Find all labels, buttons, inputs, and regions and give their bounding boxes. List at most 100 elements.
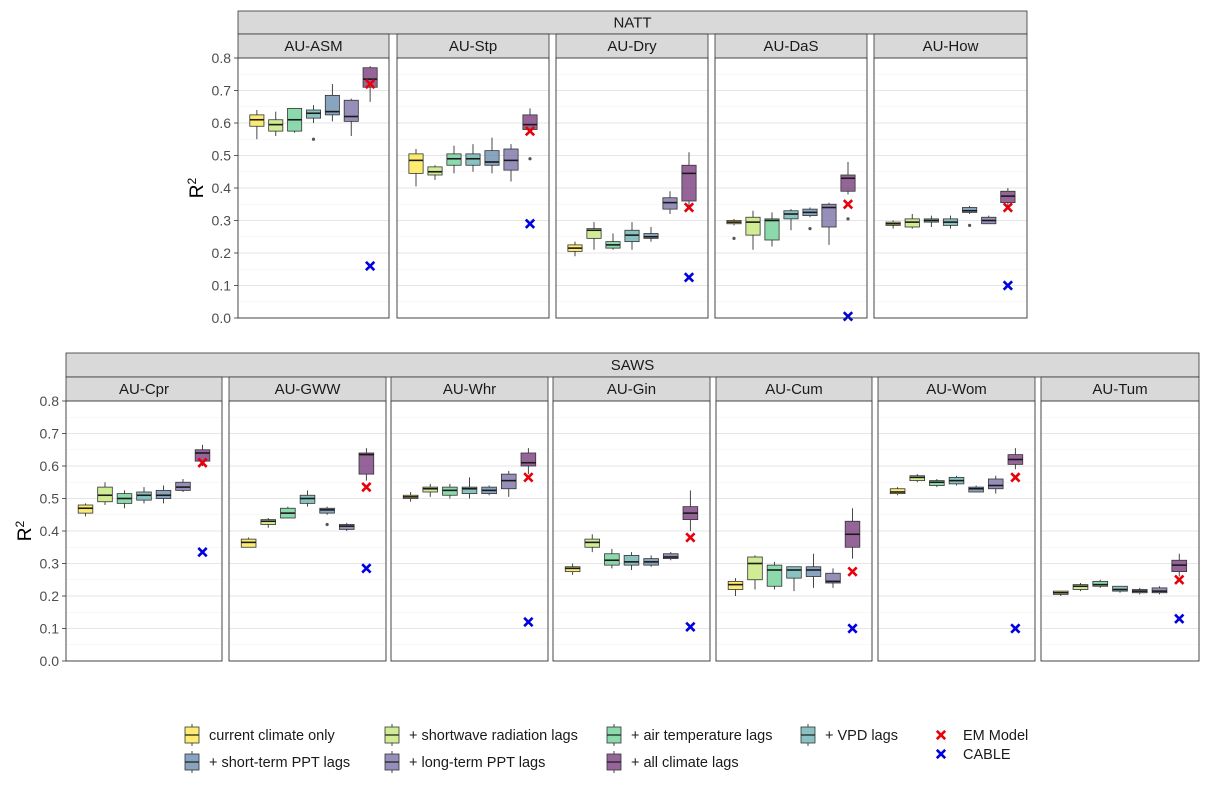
panel-border	[555, 57, 709, 319]
site-strip-label: AU-Wom	[926, 381, 987, 398]
y-axis-title-text: R	[15, 527, 36, 541]
box-iqr	[662, 197, 678, 210]
site-strip	[1040, 376, 1200, 402]
box-iqr	[564, 566, 581, 573]
y-tick-label: 0.3	[40, 556, 60, 572]
box-iqr	[889, 488, 906, 495]
panel-border	[877, 400, 1036, 662]
y-tick-label: 0.3	[212, 213, 232, 229]
box-iqr	[194, 449, 211, 462]
legend-marker-icon	[935, 729, 947, 741]
box-iqr	[909, 475, 926, 482]
site-strip-label: AU-Cum	[765, 381, 823, 398]
box-outlier	[846, 217, 850, 221]
site-strip	[552, 376, 711, 402]
em-model-marker	[1010, 472, 1021, 483]
group-strip-label: SAWS	[611, 357, 655, 374]
site-strip-label: AU-DaS	[763, 38, 818, 55]
site-strip-label: AU-Gin	[607, 381, 656, 398]
box-iqr	[840, 174, 856, 192]
legend-marker-icon	[935, 748, 947, 760]
em-model-marker	[365, 78, 376, 90]
site-strip	[714, 33, 868, 59]
box-iqr	[604, 553, 620, 566]
legend-label: + all climate lags	[631, 755, 739, 771]
box-iqr	[929, 480, 945, 486]
box-iqr	[1112, 585, 1128, 592]
box-iqr	[1171, 559, 1188, 573]
y-tick-label: 0.2	[40, 588, 60, 604]
y-tick-label: 0.5	[212, 148, 232, 164]
panel-border	[873, 57, 1028, 319]
box-iqr	[343, 99, 359, 122]
site-strip-label: AU-How	[923, 38, 979, 55]
box-iqr	[783, 210, 799, 220]
panel-border	[715, 400, 873, 662]
y-axis-title: R2	[13, 520, 36, 541]
panel-border	[237, 57, 390, 319]
box-iqr	[427, 166, 443, 176]
box-iqr	[136, 491, 152, 501]
box-iqr	[766, 564, 783, 587]
y-tick-label: 0.2	[212, 245, 232, 261]
group-strip	[65, 352, 1200, 378]
box-iqr	[484, 150, 500, 166]
box-iqr	[319, 507, 335, 514]
site-strip-label: AU-Whr	[443, 381, 496, 398]
box-iqr	[681, 164, 697, 202]
y-tick-label: 0.6	[212, 115, 232, 131]
box-outlier	[968, 223, 972, 227]
legend-label: + VPD lags	[825, 728, 898, 744]
legend-label: + air temperature lags	[631, 728, 772, 744]
site-strip-label: AU-Tum	[1092, 381, 1147, 398]
cable-marker	[361, 563, 372, 574]
y-tick-label: 0.4	[40, 523, 60, 539]
box-iqr	[623, 554, 640, 566]
cable-marker	[842, 311, 854, 322]
panel-border	[714, 57, 868, 319]
box-iqr	[586, 228, 602, 239]
y-tick-label: 0.6	[40, 458, 60, 474]
box-iqr	[805, 566, 822, 577]
em-model-marker	[1174, 574, 1185, 585]
panel-border	[552, 400, 711, 662]
box-outlier	[325, 522, 329, 527]
box-iqr	[362, 67, 378, 88]
box-iqr	[240, 538, 257, 548]
box-iqr	[1092, 580, 1109, 587]
y-tick-label: 0.7	[212, 83, 232, 99]
site-strip	[228, 376, 387, 402]
y-axis-title-text: R	[187, 184, 208, 198]
site-strip-label: AU-Dry	[607, 38, 657, 55]
legend-marker-label: CABLE	[963, 747, 1011, 763]
group-strip-label: NATT	[613, 15, 651, 32]
box-iqr	[968, 486, 984, 493]
em-model-marker	[685, 532, 696, 543]
y-tick-label: 0.8	[40, 393, 60, 409]
box-iqr	[299, 494, 316, 504]
em-model-marker	[524, 126, 536, 137]
site-strip-label: AU-Cpr	[119, 381, 169, 398]
box-outlier	[528, 157, 532, 161]
box-iqr	[268, 119, 284, 132]
y-tick-label: 0.1	[40, 621, 60, 637]
em-model-marker	[847, 566, 858, 577]
y-axis-title-superscript: 2	[185, 177, 199, 184]
site-strip	[390, 376, 549, 402]
y-tick-label: 0.0	[212, 310, 232, 326]
cable-marker	[197, 547, 208, 558]
box-iqr	[764, 218, 780, 241]
box-iqr	[747, 556, 763, 581]
box-iqr	[465, 153, 481, 166]
box-iqr	[446, 153, 462, 166]
box-iqr	[1000, 190, 1016, 204]
box-iqr	[408, 153, 424, 174]
y-tick-label: 0.0	[40, 653, 60, 669]
box-iqr	[500, 473, 517, 490]
cable-marker	[1174, 613, 1185, 624]
box-iqr	[358, 452, 375, 475]
y-tick-label: 0.7	[40, 426, 60, 442]
box-iqr	[520, 452, 537, 467]
